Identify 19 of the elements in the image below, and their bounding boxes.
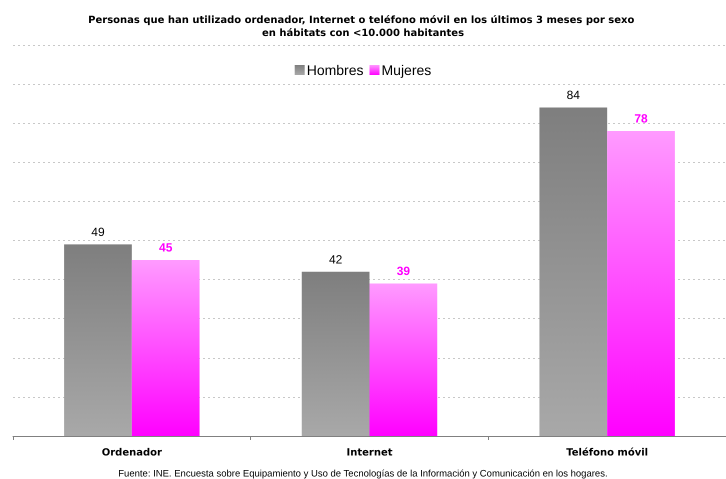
bar — [370, 284, 438, 436]
source-note: Fuente: INE. Encuesta sobre Equipamiento y Uso de Tecnologías de la Información y Comunicación en los hogares. — [118, 468, 608, 479]
bar — [132, 260, 200, 436]
data-label: 49 — [91, 224, 105, 239]
bar — [607, 131, 675, 436]
data-label: 39 — [396, 264, 410, 278]
data-label: 78 — [634, 112, 648, 126]
data-label: 84 — [566, 88, 580, 102]
bar — [539, 108, 608, 436]
x-tick-label: Internet — [346, 448, 393, 458]
legend-label: Hombres — [306, 62, 364, 78]
data-label: 42 — [328, 252, 343, 266]
x-tick-label: Teléfono móvil — [566, 448, 648, 458]
bar — [302, 272, 370, 436]
data-label: 45 — [159, 240, 173, 255]
chart-title: Personas que han utilizado ordenador, Internet o teléfono móvil en los últimos 3 meses por sexo en hábitats con <10.000 habitantes — [88, 15, 638, 39]
bar — [64, 244, 132, 436]
legend-label: Mujeres — [382, 62, 432, 78]
x-tick-label: Ordenador — [102, 448, 162, 458]
